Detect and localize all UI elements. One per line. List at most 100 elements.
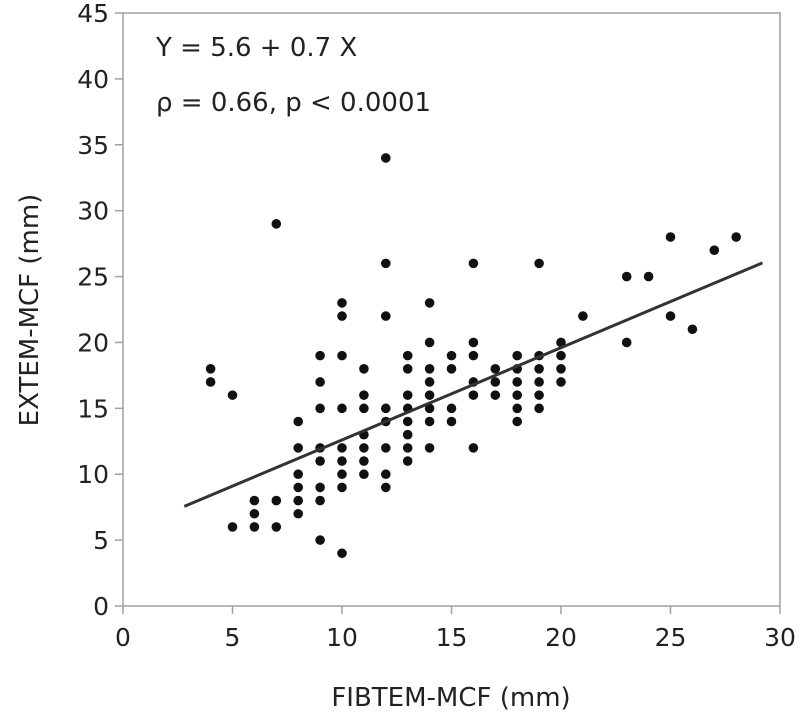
data-point	[337, 403, 347, 414]
data-point	[205, 377, 216, 387]
data-point	[359, 456, 369, 466]
data-point	[337, 311, 347, 321]
data-point	[534, 377, 544, 387]
data-point	[337, 456, 347, 466]
data-point	[337, 469, 347, 480]
data-point	[446, 350, 457, 361]
data-point	[468, 337, 479, 348]
y-tick-label: 25	[77, 263, 109, 292]
data-point	[556, 364, 566, 374]
equation-annotation: Y = 5.6 + 0.7 X	[155, 33, 357, 63]
data-point	[490, 390, 501, 400]
data-point	[468, 390, 479, 400]
data-point	[337, 443, 347, 453]
data-point	[534, 258, 544, 269]
y-tick-label: 30	[77, 197, 109, 226]
data-point	[359, 443, 369, 453]
y-axis-title: EXTEM-MCF (mm)	[15, 194, 45, 427]
data-points	[205, 153, 741, 559]
regression-line	[183, 261, 764, 508]
data-point	[402, 429, 413, 440]
data-point	[381, 153, 391, 163]
y-tick-label: 15	[77, 394, 109, 423]
data-point	[293, 482, 304, 493]
data-point	[249, 522, 260, 532]
x-tick-label: 0	[115, 623, 131, 652]
data-point	[293, 416, 304, 427]
data-point	[402, 390, 413, 400]
x-axis-ticks: 0 5 10 15 20 25 30	[115, 606, 796, 652]
data-point	[402, 364, 413, 374]
data-point	[271, 495, 282, 506]
data-point	[424, 377, 435, 387]
data-point	[402, 456, 413, 466]
data-point	[381, 311, 391, 321]
y-tick-label: 20	[77, 328, 109, 357]
data-point	[446, 364, 457, 374]
data-point	[381, 469, 391, 480]
x-tick-label: 5	[225, 623, 241, 652]
data-point	[337, 350, 347, 361]
data-point	[534, 403, 544, 414]
data-point	[381, 443, 391, 453]
data-point	[315, 535, 325, 545]
data-point	[381, 258, 391, 269]
data-point	[315, 456, 325, 466]
data-point	[468, 258, 479, 269]
data-point	[512, 416, 522, 427]
data-point	[687, 324, 698, 335]
data-point	[315, 403, 325, 414]
data-point	[293, 508, 304, 519]
data-point	[359, 469, 369, 480]
data-point	[665, 311, 676, 321]
data-point	[621, 337, 632, 348]
data-point	[337, 548, 347, 559]
data-point	[249, 495, 260, 506]
data-point	[468, 443, 479, 453]
data-point	[512, 390, 522, 400]
data-point	[621, 271, 632, 282]
correlation-annotation: ρ = 0.66, p < 0.0001	[156, 88, 431, 118]
data-point	[337, 482, 347, 493]
data-point	[490, 364, 501, 374]
data-point	[709, 245, 720, 255]
data-point	[424, 443, 435, 453]
data-point	[424, 416, 435, 427]
data-point	[512, 377, 522, 387]
data-point	[534, 364, 544, 374]
x-tick-label: 15	[436, 623, 468, 652]
data-point	[227, 522, 238, 532]
data-point	[424, 364, 435, 374]
data-point	[556, 350, 566, 361]
data-point	[424, 337, 435, 348]
x-axis-title: FIBTEM-MCF (mm)	[331, 683, 570, 713]
data-point	[293, 469, 304, 480]
data-point	[315, 350, 325, 361]
x-tick-label: 10	[326, 623, 358, 652]
data-point	[643, 271, 654, 282]
data-point	[293, 495, 304, 506]
data-point	[556, 377, 566, 387]
y-tick-label: 0	[93, 592, 109, 621]
data-point	[381, 482, 391, 493]
data-point	[402, 416, 413, 427]
data-point	[446, 416, 457, 427]
y-tick-label: 40	[77, 65, 109, 94]
data-point	[315, 495, 325, 506]
data-point	[665, 232, 676, 242]
data-point	[402, 443, 413, 453]
data-point	[424, 298, 435, 308]
x-tick-label: 25	[655, 623, 687, 652]
data-point	[556, 337, 566, 348]
data-point	[446, 403, 457, 414]
data-point	[271, 522, 282, 532]
data-point	[512, 403, 522, 414]
y-axis-ticks: 0 5 10 15 20 25 30 35 40 45	[77, 0, 123, 621]
data-point	[402, 350, 413, 361]
data-point	[424, 390, 435, 400]
data-point	[490, 377, 501, 387]
data-point	[271, 219, 282, 229]
data-point	[315, 482, 325, 493]
data-point	[293, 443, 304, 453]
